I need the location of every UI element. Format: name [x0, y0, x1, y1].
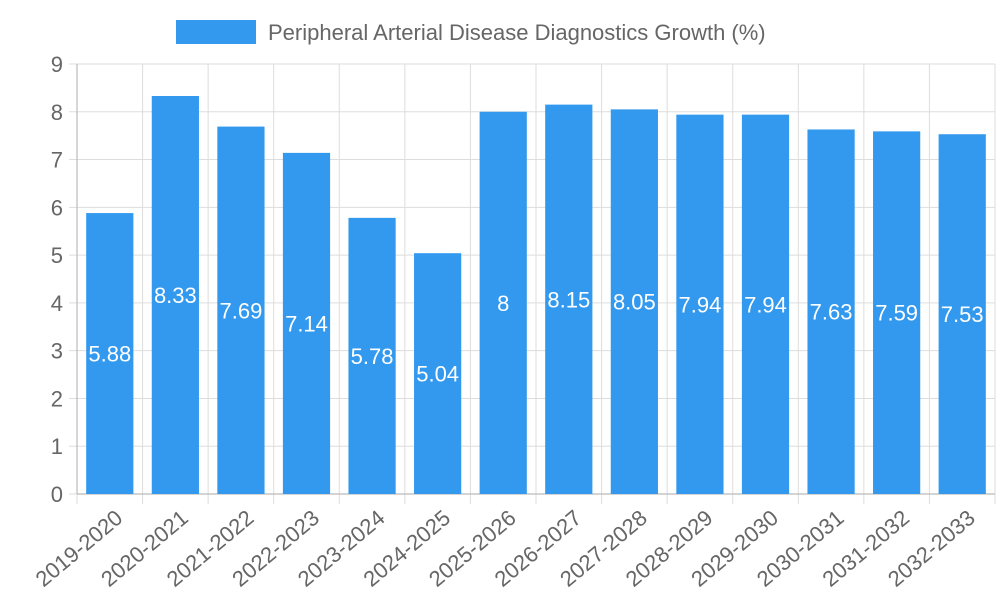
y-tick-label: 3 — [51, 339, 63, 364]
bar[interactable] — [282, 152, 331, 494]
bar-value-label: 8.33 — [154, 283, 197, 308]
legend-swatch — [176, 20, 256, 44]
bar-value-label: 8 — [497, 291, 509, 316]
bar[interactable] — [741, 114, 790, 495]
bar-value-label: 7.53 — [941, 302, 984, 327]
bar[interactable] — [938, 134, 986, 494]
y-tick-label: 0 — [51, 482, 63, 507]
legend[interactable]: Peripheral Arterial Disease Diagnostics … — [176, 20, 766, 45]
bar-value-label: 5.04 — [416, 362, 459, 387]
bar[interactable] — [610, 109, 658, 494]
bar-value-label: 5.78 — [351, 344, 394, 369]
gridlines — [69, 63, 996, 504]
bar[interactable] — [217, 126, 265, 494]
y-axis: 0 1 2 3 4 5 6 7 8 9 — [51, 52, 63, 507]
bar-value-label: 7.59 — [875, 301, 918, 326]
bar-value-label: 5.88 — [88, 342, 131, 367]
value-labels: 5.88 8.33 7.69 7.14 5.78 5.04 8 8.15 8.05 7.94 7.9… — [88, 283, 983, 387]
y-tick-label: 4 — [51, 291, 63, 316]
bar-value-label: 7.94 — [744, 292, 787, 317]
bar[interactable] — [676, 114, 724, 495]
bar[interactable] — [414, 253, 462, 494]
x-axis: 2019-20202020-20212021-20222022-20232023… — [31, 505, 980, 592]
bar-value-label: 7.14 — [285, 311, 328, 336]
bar-value-label: 7.63 — [810, 300, 853, 325]
y-tick-label: 9 — [51, 52, 63, 77]
bar[interactable] — [86, 213, 134, 495]
y-tick-label: 5 — [51, 243, 63, 268]
y-tick-label: 1 — [51, 434, 63, 459]
bar-value-label: 7.69 — [220, 298, 263, 323]
bar-value-label: 8.15 — [547, 287, 590, 312]
y-tick-label: 8 — [51, 100, 63, 125]
legend-label: Peripheral Arterial Disease Diagnostics … — [268, 20, 766, 45]
bar-value-label: 7.94 — [679, 292, 722, 317]
y-tick-label: 2 — [51, 386, 63, 411]
bar[interactable] — [151, 96, 199, 494]
bars — [86, 96, 986, 495]
y-tick-label: 6 — [51, 195, 63, 220]
bar[interactable] — [807, 129, 855, 494]
bar[interactable] — [479, 111, 527, 495]
bar[interactable] — [545, 104, 593, 494]
bar-value-label: 8.05 — [613, 290, 656, 315]
bar[interactable] — [348, 217, 396, 494]
y-tick-label: 7 — [51, 148, 63, 173]
bar[interactable] — [873, 131, 921, 494]
